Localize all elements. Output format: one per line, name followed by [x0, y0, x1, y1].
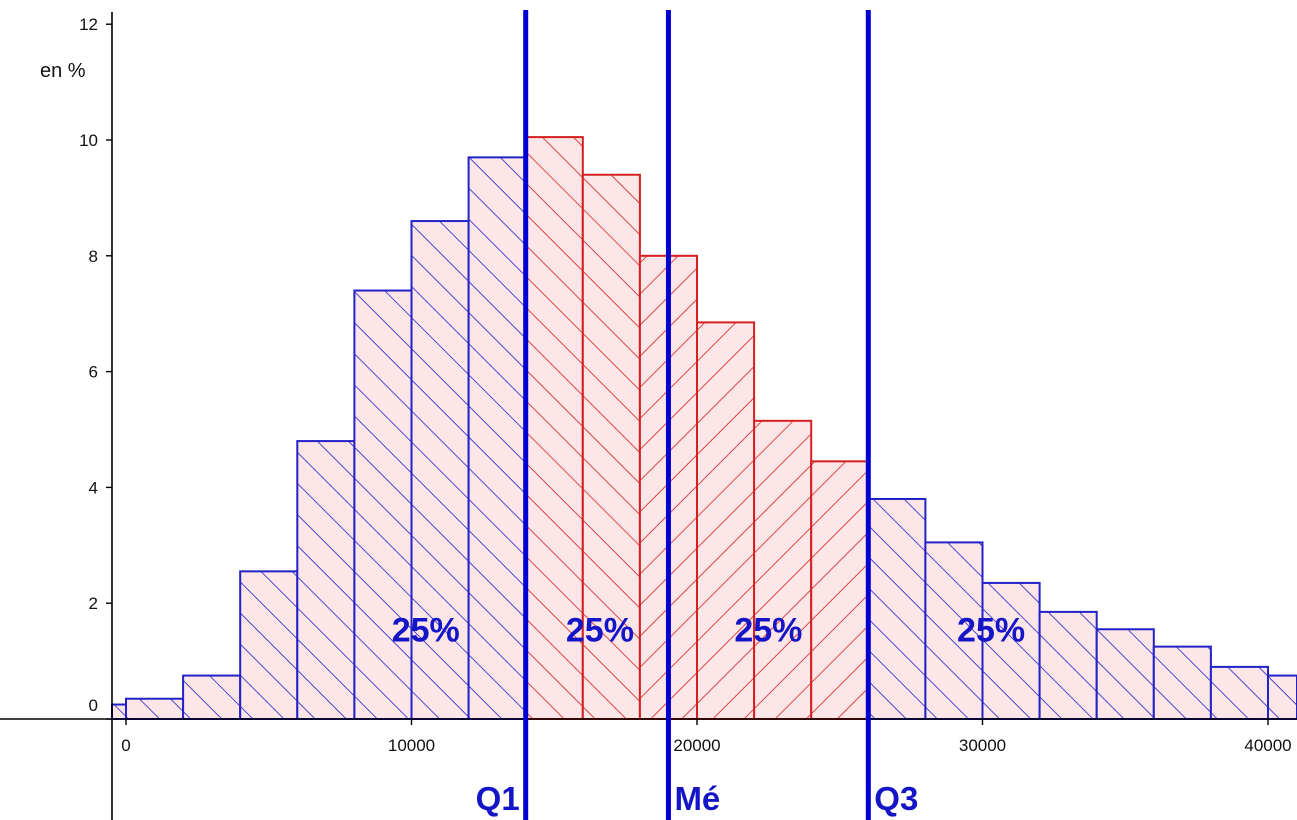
bar-hatch: [240, 571, 298, 719]
bar-hatch: [982, 582, 1040, 719]
histogram-bars: [111, 136, 1297, 721]
histogram-bar: [1038, 610, 1098, 721]
y-tick-label: 2: [89, 594, 98, 613]
x-tick-label: 10000: [388, 736, 435, 755]
bar-hatch: [1096, 629, 1154, 719]
y-axis-label: en %: [40, 60, 86, 82]
bar-hatch: [1153, 646, 1211, 719]
histogram-bar: [182, 674, 242, 721]
bar-hatch: [754, 420, 812, 719]
histogram-bar: [111, 703, 127, 721]
bar-hatch: [112, 704, 126, 719]
bar-hatch: [1268, 675, 1297, 719]
histogram-bar: [1095, 628, 1155, 721]
x-tick-label: 30000: [959, 736, 1006, 755]
histogram-bar: [981, 581, 1041, 720]
bar-hatch: [468, 157, 526, 719]
percent-label: 25%: [734, 611, 802, 649]
y-tick-label: 8: [89, 247, 98, 266]
histogram-bar: [753, 419, 813, 720]
histogram-bar: [1267, 674, 1297, 721]
x-tick-label: 40000: [1244, 736, 1291, 755]
histogram-bar: [410, 220, 470, 720]
percent-label: 25%: [566, 611, 634, 649]
y-tick-label: 6: [89, 363, 98, 382]
histogram-bar: [524, 136, 584, 721]
histogram-bar: [867, 497, 927, 721]
bar-hatch: [925, 542, 983, 719]
chart-labels: en % 25% 25% 25% 25%: [40, 60, 1025, 649]
percent-label: 25%: [392, 611, 460, 649]
histogram-bar: [125, 697, 185, 720]
bar-hatch: [811, 461, 869, 719]
quartile-label: Mé: [674, 780, 720, 817]
bar-hatch: [297, 441, 355, 719]
histogram-bar: [467, 156, 527, 720]
x-tick-label: 0: [121, 736, 130, 755]
y-tick-label: 0: [89, 696, 98, 715]
histogram-bar: [924, 541, 984, 721]
quartile-lines: Q1 Mé Q3: [476, 10, 918, 820]
histogram-bar: [810, 460, 870, 720]
percent-label: 25%: [957, 611, 1025, 649]
x-tick-label: 20000: [673, 736, 720, 755]
y-tick-label: 10: [79, 131, 98, 150]
y-tick-label: 4: [89, 478, 98, 497]
axes: 0246810120100002000030000400005000060000…: [0, 12, 1297, 820]
bar-hatch: [525, 137, 583, 720]
quartile-label: Q1: [476, 780, 520, 817]
histogram-bar: [1209, 665, 1270, 721]
bar-hatch: [183, 675, 241, 719]
histogram-bar: [296, 440, 356, 720]
bar-hatch: [1039, 611, 1097, 719]
histogram-bar: [239, 570, 299, 720]
bar-hatch: [126, 698, 184, 719]
histogram-bar: [1152, 645, 1212, 720]
bar-hatch: [411, 221, 469, 719]
y-tick-label: 12: [79, 15, 98, 34]
bar-hatch: [354, 290, 412, 719]
histogram-bar: [353, 289, 413, 720]
quartile-label: Q3: [874, 780, 918, 817]
histogram-bar: [581, 173, 641, 721]
bar-hatch: [1210, 666, 1268, 719]
bar-hatch: [697, 322, 755, 719]
bar-hatch: [868, 498, 926, 719]
histogram-bar: [696, 321, 756, 720]
bar-hatch: [582, 174, 640, 720]
